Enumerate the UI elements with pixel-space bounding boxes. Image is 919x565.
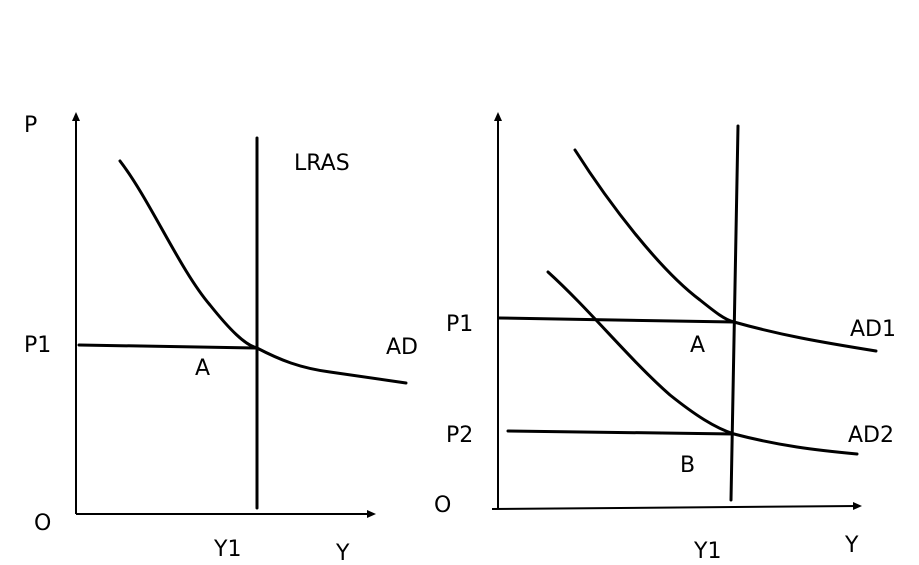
left-panel: P Y O P1 Y1 LRAS AD A [24, 112, 418, 565]
left-lras-label: LRAS [294, 151, 350, 176]
right-ad2-curve [546, 270, 859, 456]
left-point-a-label: A [195, 356, 210, 381]
right-p1-label: P1 [446, 312, 473, 337]
right-y1-label: Y1 [693, 539, 721, 564]
left-origin-label: O [34, 511, 51, 536]
right-panel: O P1 P2 Y1 Y AD1 AD2 A B [434, 112, 896, 564]
right-p2-line [506, 429, 736, 436]
right-origin-label: O [434, 493, 451, 518]
left-y1-label: Y1 [213, 537, 241, 562]
right-ad2-label: AD2 [848, 423, 894, 448]
right-ad1-label: AD1 [850, 317, 896, 342]
right-lras-line [729, 124, 740, 502]
right-p1-line [497, 316, 736, 324]
left-ad-curve [118, 159, 408, 385]
right-ad1-curve [573, 148, 878, 353]
right-x-axis [491, 502, 862, 511]
left-p1-line [77, 343, 259, 350]
left-ad-label: AD [386, 335, 418, 360]
right-p2-label: P2 [446, 423, 473, 448]
right-point-b-label: B [680, 453, 695, 478]
right-y-axis-label: Y [844, 533, 859, 558]
right-point-a-label: A [690, 333, 705, 358]
left-y-axis-label: Y [335, 541, 350, 565]
left-p1-label: P1 [24, 333, 51, 358]
left-p-axis-label: P [24, 113, 37, 138]
